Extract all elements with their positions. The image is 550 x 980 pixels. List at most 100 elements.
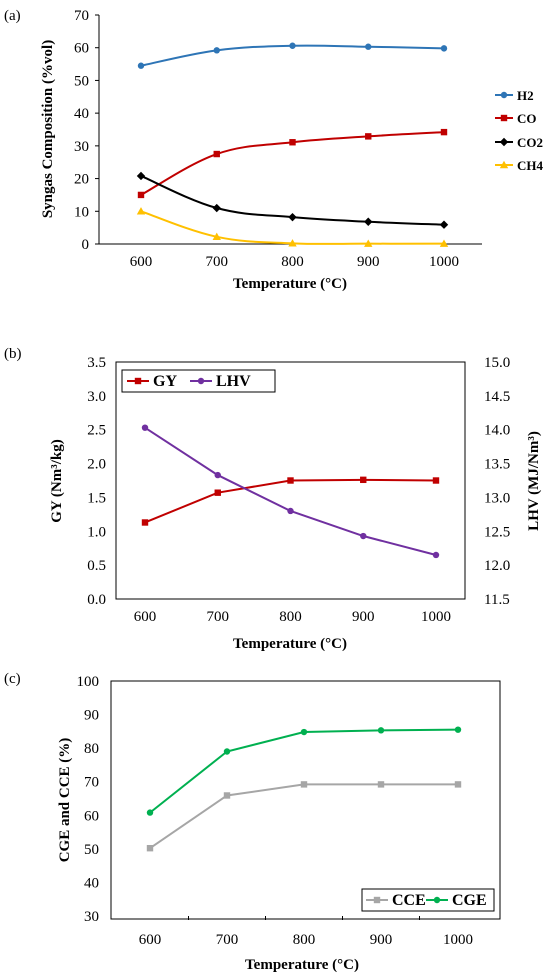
- panel-b: (b) 0.0 0.5 1.0 1.5 2.0 2.5 3.0 3.5 11.5 12.0 12.…: [4, 346, 542, 652]
- y-tick-label: 80: [84, 741, 99, 757]
- panel-c-x-title: Temperature (°C): [245, 957, 359, 973]
- panel-c-y-title: CGE and CCE (%): [57, 738, 73, 863]
- legend-marker-ch4: [499, 160, 509, 169]
- legend-label-lhv: LHV: [216, 373, 251, 390]
- legend-label-co2: CO2: [517, 135, 543, 150]
- x-tick-label: 700: [207, 609, 230, 625]
- data-point-co2: [288, 212, 297, 222]
- panel-b-legend: GY LHV: [121, 369, 276, 393]
- data-point-gy: [432, 477, 440, 484]
- legend-item-lhv: LHV: [190, 373, 251, 390]
- x-tick-label: 900: [370, 932, 393, 948]
- panel-c-x-ticks: 600 700 800 900 1000: [139, 916, 473, 948]
- y-tick-label: 40: [74, 106, 89, 122]
- data-point-ch4: [212, 232, 221, 241]
- panel-c-y-ticks: 30 40 50 60 70 80 90 100: [77, 674, 100, 925]
- data-point-cce: [454, 781, 462, 788]
- series-gy: [141, 476, 440, 526]
- x-tick-label: 900: [357, 254, 380, 270]
- data-point-co: [213, 150, 220, 158]
- legend-label-cge: CGE: [452, 892, 487, 909]
- y-tick-label: 3.5: [87, 355, 106, 371]
- data-point-co2: [364, 217, 373, 226]
- panel-b-label: (b): [4, 346, 22, 362]
- y-tick-label: 70: [74, 8, 89, 24]
- panel-b-y-ticks-right: 11.5 12.0 12.5 13.0 13.5 14.0 14.5 15.0: [484, 355, 510, 608]
- data-point-cce: [223, 792, 231, 799]
- legend-marker-co2: [499, 137, 509, 147]
- y-tick-label: 50: [84, 842, 99, 858]
- y-tick-label: 1.5: [87, 490, 106, 506]
- series-co2: [136, 171, 449, 229]
- y-right-tick-label: 12.5: [484, 524, 510, 540]
- data-point-gy: [287, 477, 294, 484]
- series-ch4: [136, 207, 449, 247]
- data-point-lhv: [214, 471, 221, 479]
- data-point-h2: [213, 47, 220, 54]
- legend-marker-cce: [373, 896, 381, 904]
- y-tick-label: 2.0: [87, 457, 106, 473]
- data-point-lhv: [432, 551, 440, 559]
- y-right-tick-label: 12.0: [484, 558, 510, 574]
- legend-item-cce: CCE: [366, 892, 426, 909]
- y-tick-label: 50: [74, 73, 89, 89]
- series-line-lhv: [144, 426, 437, 556]
- legend-item-ch4: CH4: [495, 158, 544, 173]
- data-point-co2: [212, 203, 221, 213]
- x-tick-label: 800: [281, 254, 304, 270]
- y-right-tick-label: 11.5: [484, 592, 510, 608]
- panel-c-plot-frame: [110, 680, 501, 920]
- data-point-ch4: [136, 207, 146, 215]
- data-point-h2: [289, 42, 296, 49]
- data-point-cge: [454, 726, 462, 733]
- x-tick-label: 900: [352, 609, 375, 625]
- x-tick-label: 800: [293, 932, 316, 948]
- series-cce: [146, 781, 462, 852]
- panel-a-x-title: Temperature (°C): [233, 276, 347, 292]
- data-point-h2: [137, 62, 145, 69]
- data-point-cge: [300, 728, 308, 736]
- y-tick-label: 20: [74, 172, 89, 188]
- series-line-cce: [149, 783, 458, 850]
- data-point-ch4: [364, 239, 373, 247]
- y-tick-label: 10: [74, 204, 89, 220]
- panel-a-y-ticks: 0 10 20 30 40 50 60 70: [74, 8, 99, 253]
- panel-a-x-ticks: 600 700 800 900 1000: [130, 254, 459, 270]
- y-tick-label: 30: [84, 909, 99, 925]
- y-tick-label: 100: [77, 674, 100, 690]
- y-right-tick-label: 13.0: [484, 490, 510, 506]
- data-point-gy: [141, 519, 149, 526]
- data-point-ch4: [288, 239, 297, 247]
- series-line-cge: [149, 728, 459, 814]
- data-point-cge: [377, 727, 385, 734]
- y-tick-label: 60: [74, 41, 89, 57]
- data-point-gy: [360, 476, 367, 484]
- panel-b-x-title: Temperature (°C): [233, 636, 347, 652]
- data-point-ch4: [439, 239, 449, 247]
- legend-marker-h2: [500, 91, 508, 99]
- y-right-tick-label: 15.0: [484, 355, 510, 371]
- x-tick-label: 700: [216, 932, 239, 948]
- panel-b-series: [141, 424, 440, 559]
- legend-label-ch4: CH4: [517, 158, 544, 173]
- x-tick-label: 600: [134, 609, 157, 625]
- y-tick-label: 60: [84, 808, 99, 824]
- y-right-tick-label: 13.5: [484, 457, 510, 473]
- legend-item-gy: GY: [127, 373, 177, 390]
- data-point-lhv: [360, 532, 367, 540]
- data-point-cce: [146, 844, 154, 852]
- panel-b-y-title-right: LHV (MJ/Nm³): [526, 431, 542, 531]
- data-point-co: [365, 133, 372, 140]
- data-point-co2: [136, 171, 146, 181]
- y-tick-label: 90: [84, 708, 99, 724]
- panel-a-y-title: Syngas Composition (%vol): [40, 40, 56, 218]
- legend-label-co: CO: [517, 111, 537, 126]
- panel-b-y-title: GY (Nm³/kg): [49, 439, 65, 523]
- legend-marker-cge: [433, 896, 441, 904]
- panel-c-series: [146, 726, 462, 852]
- panel-c-legend: CCE CGE: [361, 888, 495, 912]
- data-point-cge: [146, 809, 154, 816]
- series-h2: [137, 42, 448, 69]
- series-line-gy: [144, 478, 437, 524]
